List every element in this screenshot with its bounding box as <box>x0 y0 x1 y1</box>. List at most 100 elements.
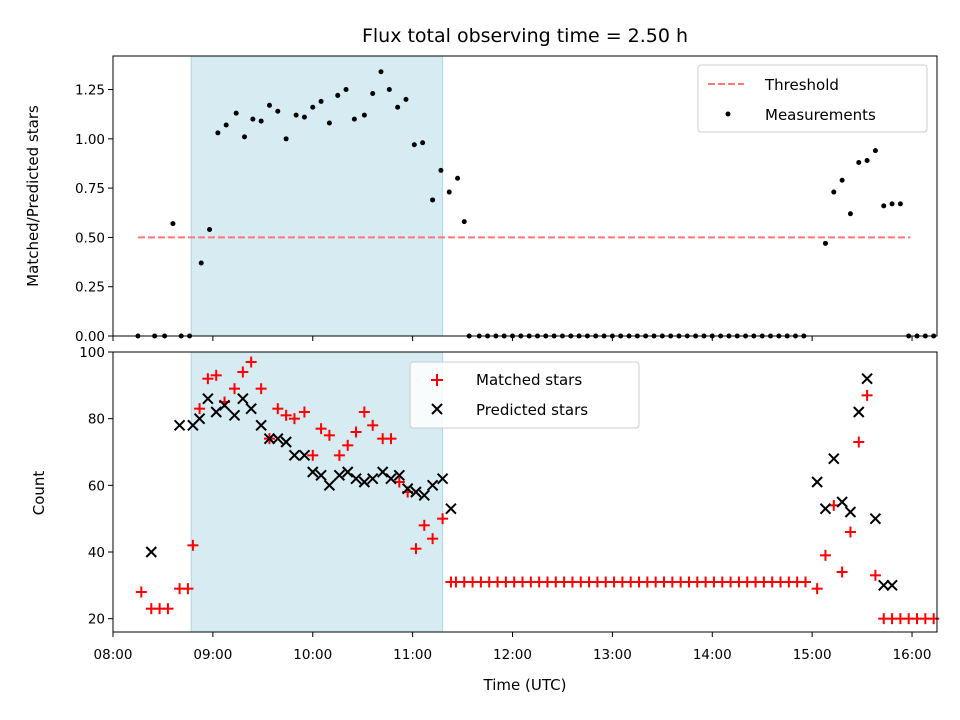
predicted-star-point <box>333 469 346 482</box>
predicted-star-point <box>376 466 389 478</box>
matched-star-point <box>799 576 811 588</box>
predicted-star-point <box>323 479 336 492</box>
matched-star-point <box>869 569 881 581</box>
predicted-star-point <box>228 409 241 422</box>
matched-star-point <box>162 603 174 615</box>
matched-star-point <box>202 373 214 385</box>
measurement-point <box>455 175 461 181</box>
matched-star-point <box>853 436 865 448</box>
count-axes-frame <box>112 351 938 633</box>
measurement-point <box>170 221 176 227</box>
predicted-star-point <box>869 512 882 525</box>
matched-star-point <box>288 413 300 425</box>
predicted-star-point <box>272 432 284 445</box>
predicted-star-point <box>393 469 406 482</box>
measurement-point <box>847 211 853 217</box>
predicted-star-point <box>878 579 890 592</box>
y-tick-label: 60 <box>88 478 105 494</box>
measurement-point <box>378 69 384 75</box>
ratio-y-axis-label: Matched/Predicted stars <box>24 105 42 287</box>
predicted-star-point <box>307 466 319 478</box>
matched-star-point <box>182 583 194 595</box>
y-tick-label: 0.00 <box>75 329 105 345</box>
measurement-point <box>250 116 256 122</box>
measurement-point <box>386 87 392 93</box>
predicted-star-point <box>173 419 186 432</box>
ratio-x-ticks <box>112 336 913 341</box>
matched-star-point <box>323 429 335 441</box>
predicted-star-point <box>145 546 157 558</box>
measurement-point <box>831 189 837 195</box>
measurement-point <box>207 227 213 233</box>
legend-matched-label: Matched stars <box>476 371 582 389</box>
y-tick-label: 0.25 <box>75 280 105 296</box>
predicted-star-point <box>350 472 362 485</box>
matched-star-point <box>210 369 222 381</box>
predicted-star-point <box>218 399 231 412</box>
measurement-point <box>446 189 452 195</box>
matched-star-point <box>245 356 257 368</box>
measurement-point <box>223 122 229 128</box>
x-tick-label: 11:00 <box>393 647 432 663</box>
measurement-point <box>438 167 444 173</box>
measurement-point <box>343 87 349 93</box>
legend-threshold-label: Threshold <box>764 76 839 94</box>
y-tick-label: 0.50 <box>75 230 105 246</box>
predicted-star-point <box>836 496 848 508</box>
predicted-star-point <box>288 449 301 462</box>
predicted-star-point <box>418 489 430 502</box>
measurement-point <box>864 158 870 164</box>
count-legend-box <box>409 361 640 429</box>
measurement-point <box>461 219 467 225</box>
measurement-point <box>395 104 401 110</box>
predicted-star-point <box>315 469 327 482</box>
predicted-star-point <box>886 579 898 592</box>
y-tick-label: 80 <box>88 412 105 428</box>
measurement-point <box>420 140 426 146</box>
matched-star-point <box>358 406 370 418</box>
predicted-star-point <box>245 402 257 415</box>
matched-star-point <box>367 419 379 431</box>
y-tick-label: 1.25 <box>75 83 105 99</box>
predicted-star-point <box>861 372 873 385</box>
measurement-point <box>275 108 281 114</box>
measurement-point <box>411 142 417 148</box>
measurement-point <box>403 96 409 102</box>
ratio-axes-frame <box>112 55 938 337</box>
measurement-point <box>233 110 239 116</box>
measurement-point <box>822 240 828 246</box>
matched-star-point <box>333 449 345 461</box>
predicted-star-point <box>445 502 457 515</box>
shaded-span-rect <box>190 351 444 633</box>
measurement-point <box>430 197 436 203</box>
measurement-point <box>335 92 341 98</box>
predicted-star-point <box>819 502 832 515</box>
predicted-star-point <box>853 406 865 418</box>
legend-predicted-swatch <box>431 403 443 415</box>
y-tick-label: 40 <box>88 545 105 561</box>
predicted-star-point <box>358 476 371 488</box>
shaded-observing-window <box>190 55 444 337</box>
measurement-point <box>361 112 367 118</box>
count-panel: 20 40 60 80 100 08:00 09:00 10:00 11:00 12:00 13:… <box>30 345 940 694</box>
matched-star-point <box>315 423 327 435</box>
matched-star-point <box>410 543 422 555</box>
x-tick-label: 08:00 <box>94 647 133 663</box>
legend-predicted-label: Predicted stars <box>476 401 588 419</box>
matched-star-point <box>280 409 292 421</box>
matched-stars-points <box>135 356 940 625</box>
predicted-star-point <box>366 472 379 485</box>
ratio-y-ticks: 0.00 0.25 0.50 0.75 1.00 1.25 <box>75 83 113 345</box>
count-y-axis-label: Count <box>30 471 48 516</box>
measurement-point <box>310 104 316 110</box>
predicted-star-point <box>811 476 823 488</box>
matched-star-point <box>819 549 831 561</box>
y-tick-label: 20 <box>88 612 105 628</box>
count-x-ticks: 08:00 09:00 10:00 11:00 12:00 13:00 14:00 15:00… <box>94 632 931 663</box>
matched-star-point <box>350 426 362 438</box>
matched-star-point <box>342 439 354 451</box>
predicted-stars-points <box>145 372 898 592</box>
measurement-point <box>881 203 887 209</box>
matched-star-point <box>861 389 873 401</box>
